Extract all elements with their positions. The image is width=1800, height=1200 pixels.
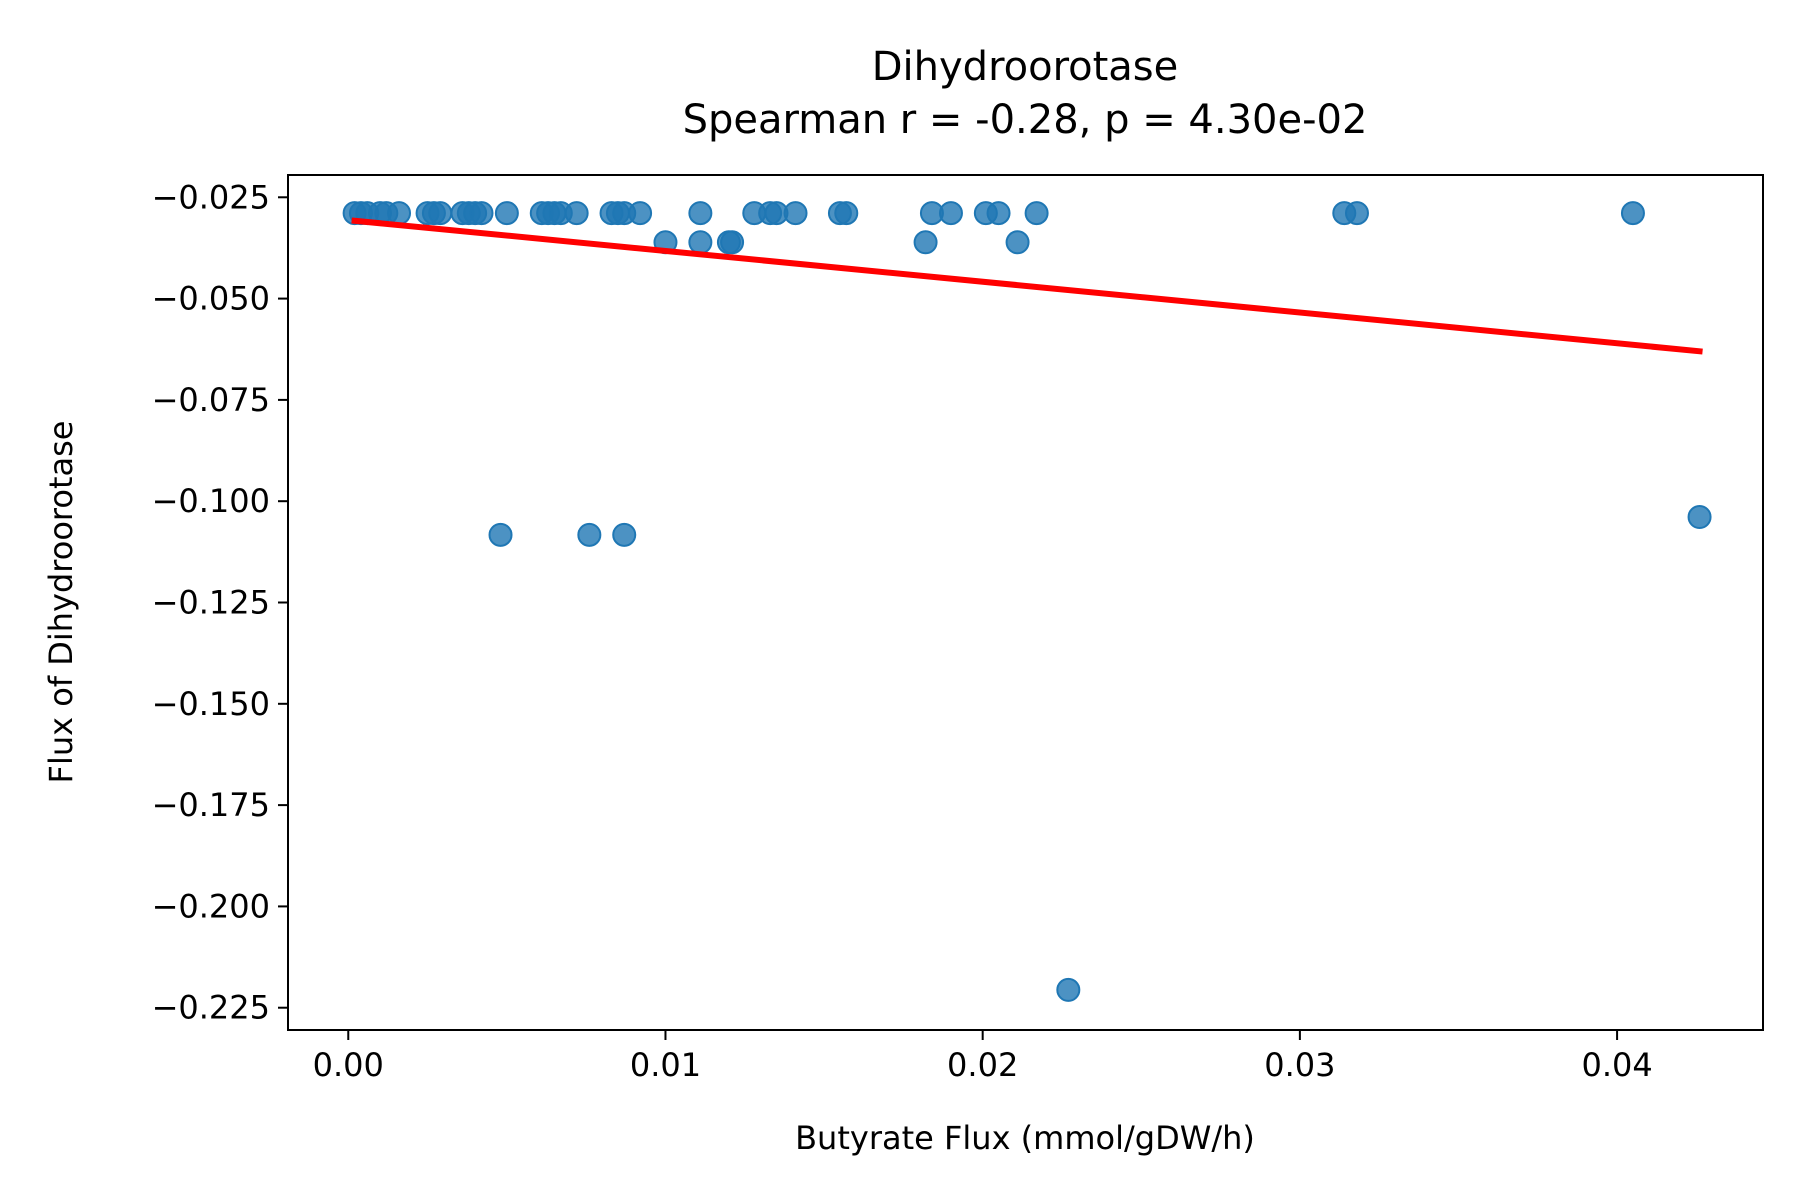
x-tick-label: 0.04 <box>1581 1046 1652 1084</box>
data-point <box>688 230 713 255</box>
data-point <box>986 201 1011 226</box>
data-point <box>469 201 494 226</box>
x-axis-label: Butyrate Flux (mmol/gDW/h) <box>795 1119 1255 1157</box>
data-point <box>494 201 519 226</box>
chart-subtitle: Spearman r = -0.28, p = 4.30e-02 <box>683 97 1368 143</box>
regression-line-group <box>351 217 1703 355</box>
scatter-points <box>342 201 1712 1002</box>
data-point <box>688 201 713 226</box>
x-tick-label: 0.03 <box>1264 1046 1335 1084</box>
data-point <box>1005 230 1030 255</box>
y-tick-label: −0.125 <box>152 584 270 622</box>
data-point <box>913 230 938 255</box>
y-tick-label: −0.050 <box>152 280 270 318</box>
data-point <box>612 522 637 547</box>
data-point <box>564 201 589 226</box>
data-point <box>783 201 808 226</box>
data-point <box>1687 505 1712 529</box>
x-tick-label: 0.00 <box>313 1046 384 1084</box>
data-point <box>720 230 745 255</box>
y-tick-label: −0.025 <box>152 178 270 216</box>
x-tick-label: 0.02 <box>947 1046 1018 1084</box>
y-axis-ticks: −0.025 −0.050 −0.075 −0.100 −0.125 −0.150 −0.1… <box>152 178 288 1027</box>
y-tick-label: −0.175 <box>152 786 270 824</box>
y-tick-label: −0.075 <box>152 381 270 419</box>
plot-frame <box>287 174 1764 1031</box>
data-point <box>628 201 653 226</box>
x-axis-ticks: 0.00 0.01 0.02 0.03 0.04 <box>313 1030 1653 1084</box>
regression-line <box>351 217 1703 355</box>
data-point <box>1056 977 1081 1002</box>
data-point <box>1620 201 1645 226</box>
data-point <box>1024 201 1049 226</box>
data-point <box>488 522 513 547</box>
y-axis-label: Flux of Dihydroorotase <box>42 421 80 784</box>
chart-title: Dihydroorotase <box>872 44 1179 90</box>
data-point <box>577 522 602 547</box>
y-tick-label: −0.225 <box>152 989 270 1027</box>
y-tick-label: −0.100 <box>152 482 270 520</box>
y-tick-label: −0.200 <box>152 887 270 925</box>
data-point <box>938 201 963 226</box>
y-tick-label: −0.150 <box>152 685 270 723</box>
data-point <box>387 201 412 226</box>
data-point <box>1344 201 1369 226</box>
data-point <box>834 201 859 226</box>
data-point <box>428 201 453 226</box>
x-tick-label: 0.01 <box>630 1046 701 1084</box>
